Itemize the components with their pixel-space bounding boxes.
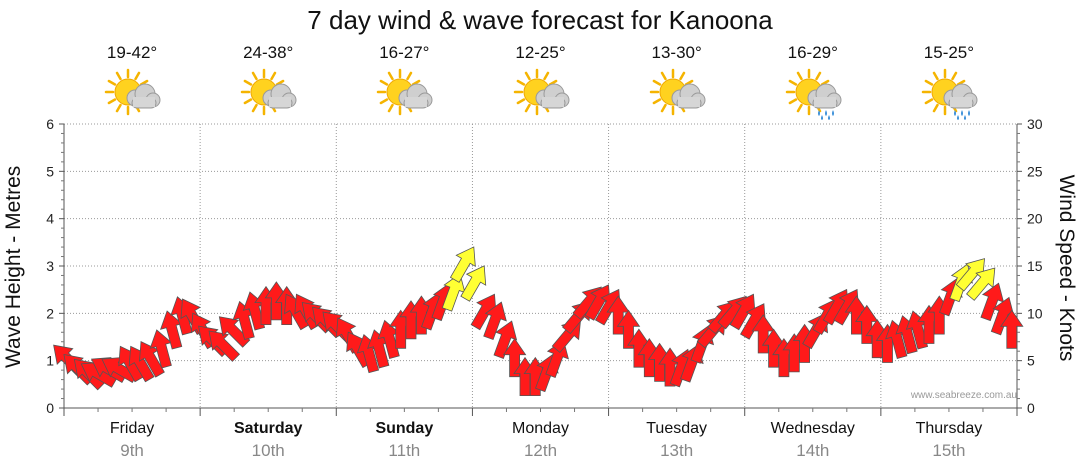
showers-icon bbox=[783, 68, 843, 120]
wind-arrow bbox=[1000, 309, 1024, 349]
wind-arrow bbox=[460, 265, 487, 302]
wind-arrow bbox=[966, 267, 996, 301]
day-date-label: 13th bbox=[660, 441, 694, 460]
left-tick-label: 5 bbox=[46, 163, 54, 179]
day-forecast: 16-27° bbox=[344, 42, 464, 120]
day-date-label: 12th bbox=[523, 441, 558, 460]
wind-arrow bbox=[493, 320, 518, 359]
partly-cloudy-icon bbox=[238, 68, 298, 120]
partly-cloudy-icon bbox=[374, 68, 434, 120]
day-forecast: 16-29° bbox=[753, 42, 873, 120]
right-tick-label: 5 bbox=[1027, 353, 1035, 369]
left-tick-label: 0 bbox=[46, 400, 54, 416]
right-tick-label: 20 bbox=[1027, 211, 1043, 227]
day-forecast: 12-25° bbox=[481, 42, 601, 120]
day-name-label: Sunday bbox=[375, 420, 434, 437]
wind-arrow bbox=[449, 246, 476, 283]
day-forecast: 19-42° bbox=[72, 42, 192, 120]
wind-arrow bbox=[483, 301, 507, 341]
left-tick-label: 1 bbox=[46, 353, 54, 369]
chart-grid bbox=[64, 123, 1017, 408]
temperature-range: 16-27° bbox=[379, 43, 430, 62]
left-tick-label: 2 bbox=[46, 305, 54, 321]
temperature-range: 12-25° bbox=[515, 43, 566, 62]
temperature-range: 15-25° bbox=[923, 43, 975, 62]
day-name-label: Wednesday bbox=[770, 420, 855, 437]
wind-arrow bbox=[502, 337, 527, 378]
day-date-label: 10th bbox=[251, 441, 285, 460]
right-tick-label: 30 bbox=[1027, 116, 1043, 132]
day-name-label: Monday bbox=[512, 420, 569, 437]
wind-arrow bbox=[616, 309, 641, 349]
chart-title: 7 day wind & wave forecast for Kanoona bbox=[307, 5, 773, 35]
day-name-label: Friday bbox=[109, 420, 155, 437]
showers-icon bbox=[919, 68, 979, 120]
partly-cloudy-icon bbox=[511, 68, 571, 120]
left-tick-label: 3 bbox=[46, 258, 54, 274]
partly-cloudy-icon bbox=[647, 68, 707, 120]
wind-arrows bbox=[53, 246, 1024, 397]
day-date-label: 15th bbox=[932, 441, 966, 460]
day-date-label: 11th bbox=[388, 441, 421, 460]
day-forecast: 13-30° bbox=[617, 42, 737, 120]
site-credit: www.seabreeze.com.au bbox=[910, 390, 1017, 401]
right-tick-label: 10 bbox=[1027, 305, 1043, 321]
temperature-range: 13-30° bbox=[651, 43, 702, 62]
partly-cloudy-icon bbox=[102, 68, 162, 120]
day-name-label: Saturday bbox=[233, 420, 303, 437]
left-tick-label: 4 bbox=[46, 211, 54, 227]
day-name-label: Thursday bbox=[915, 420, 983, 437]
temperature-range: 19-42° bbox=[106, 43, 158, 62]
day-date-label: 14th bbox=[796, 441, 830, 460]
wind-arrow bbox=[218, 316, 251, 348]
temperature-range: 24-38° bbox=[243, 43, 294, 62]
day-name-label: Tuesday bbox=[646, 420, 708, 437]
right-tick-label: 25 bbox=[1027, 163, 1043, 179]
wind-arrow bbox=[208, 330, 241, 362]
temperature-range: 16-29° bbox=[787, 43, 838, 62]
day-forecast: 24-38° bbox=[208, 42, 328, 120]
right-tick-label: 0 bbox=[1027, 400, 1035, 416]
right-tick-label: 15 bbox=[1027, 258, 1043, 274]
day-date-label: 9th bbox=[120, 441, 144, 460]
day-forecast: 15-25° bbox=[889, 42, 1009, 120]
left-tick-label: 6 bbox=[46, 116, 54, 132]
